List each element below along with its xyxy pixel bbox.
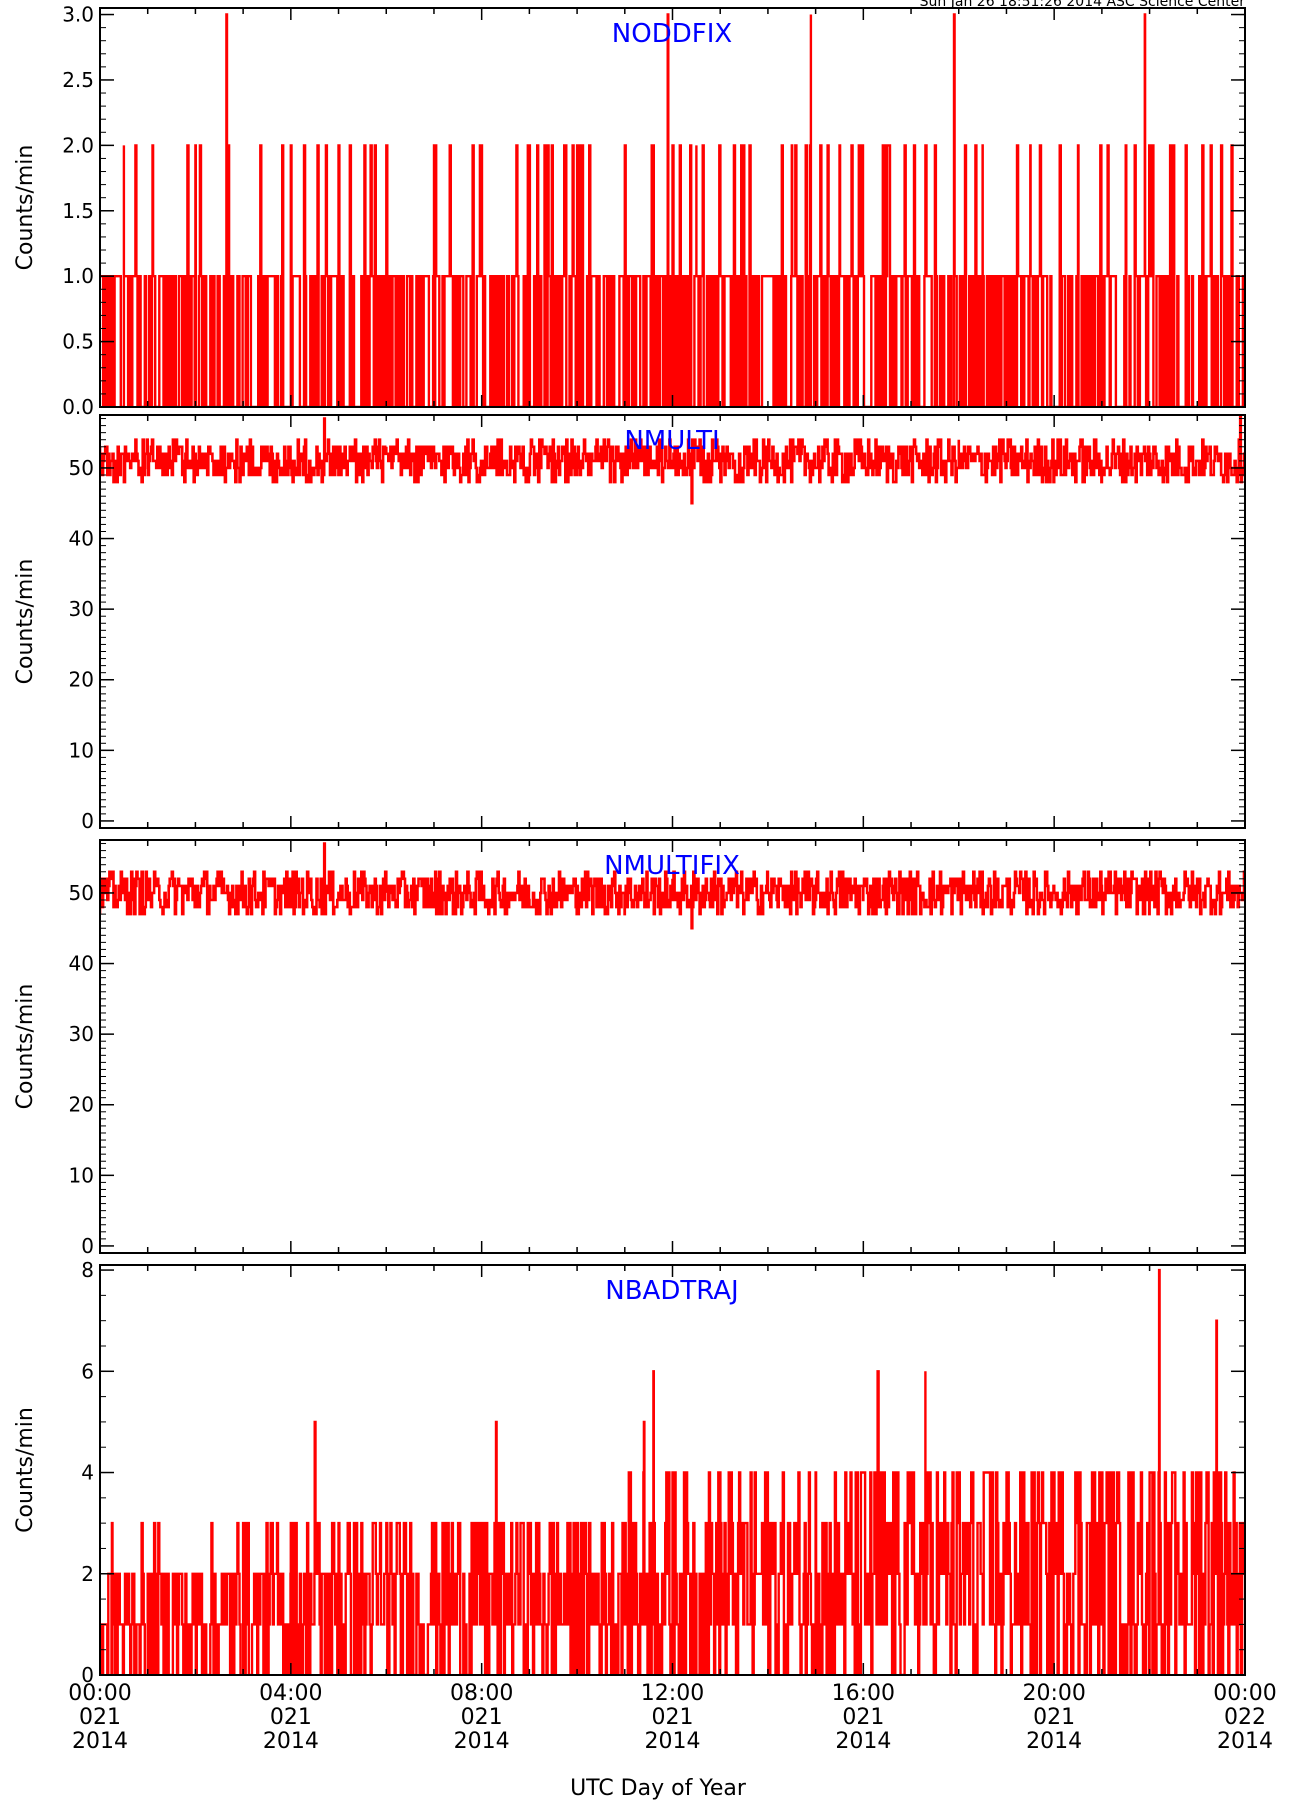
x-tick-label: 00:00 [68, 1681, 131, 1706]
y-axis-label: Counts/min [13, 984, 38, 1110]
x-tick-label: 2014 [1217, 1729, 1273, 1754]
panel-title: NBADTRAJ [605, 1276, 738, 1306]
panel-title: NMULTIFIX [604, 851, 740, 881]
x-tick-label: 08:00 [450, 1681, 513, 1706]
x-tick-label: 04:00 [259, 1681, 322, 1706]
y-tick-label: 2.0 [62, 133, 94, 157]
y-tick-label: 0.5 [62, 330, 94, 354]
panel-title: NODDFIX [612, 19, 732, 49]
chart-panel-nmultifix: 0 10 20 30 40 50 NMULTIFIX Counts/min [13, 839, 1246, 1258]
y-tick-label: 20 [69, 668, 94, 692]
chart-panel-noddfix: 0.0 0.5 1.0 1.5 2.0 2.5 3.0 NODDFIX Counts/min [13, 3, 1246, 419]
y-tick-label: 10 [69, 738, 94, 762]
x-tick-label: 00:00 [1213, 1681, 1276, 1706]
y-tick-label: 6 [81, 1359, 94, 1383]
x-tick-label: 2014 [263, 1729, 319, 1754]
y-tick-label: 1.5 [62, 199, 94, 223]
y-tick-label: 0 [81, 1663, 94, 1687]
x-tick-label: 2014 [835, 1729, 891, 1754]
x-tick-label: 022 [1224, 1705, 1266, 1730]
y-tick-label: 0 [81, 1234, 94, 1258]
y-tick-label: 2 [81, 1562, 94, 1586]
x-tick-label: 021 [1033, 1705, 1075, 1730]
header-timestamp: Sun Jan 26 18:51:26 2014 ASC Science Cen… [920, 0, 1246, 10]
y-tick-label: 0 [81, 809, 94, 833]
y-tick-label: 0.0 [62, 395, 94, 419]
x-tick-label: 16:00 [832, 1681, 895, 1706]
chart-panel-nbadtraj: 0 2 4 6 8 NBADTRAJ Counts/min [13, 1258, 1246, 1687]
panel-title: NMULTI [624, 426, 719, 456]
series-line-nmulti [100, 415, 1245, 505]
x-tick-label: 021 [79, 1705, 121, 1730]
x-tick-label: 021 [270, 1705, 312, 1730]
y-tick-label: 40 [69, 527, 94, 551]
y-tick-label: 40 [69, 952, 94, 976]
y-tick-label: 20 [69, 1093, 94, 1117]
series-line-nmultifix [100, 842, 1245, 930]
y-axis-label: Counts/min [13, 1407, 38, 1533]
y-tick-label: 4 [81, 1461, 94, 1485]
y-tick-label: 8 [81, 1258, 94, 1282]
y-tick-label: 50 [69, 881, 94, 905]
y-axis-label: Counts/min [13, 559, 38, 685]
x-tick-label: 021 [842, 1705, 884, 1730]
y-tick-label: 2.5 [62, 68, 94, 92]
series-line-nbadtraj [100, 1268, 1245, 1675]
x-tick-label: 2014 [72, 1729, 128, 1754]
y-tick-label: 30 [69, 597, 94, 621]
y-tick-label: 30 [69, 1022, 94, 1046]
x-tick-label: 021 [461, 1705, 503, 1730]
y-tick-label: 10 [69, 1163, 94, 1187]
x-tick-label: 2014 [454, 1729, 510, 1754]
x-tick-label: 2014 [645, 1729, 701, 1754]
x-axis-label: UTC Day of Year [570, 1776, 747, 1801]
x-tick-label: 021 [652, 1705, 694, 1730]
x-tick-label: 20:00 [1022, 1681, 1085, 1706]
y-tick-label: 1.0 [62, 264, 94, 288]
series-line-noddfix [100, 13, 1245, 407]
x-tick-label: 2014 [1026, 1729, 1082, 1754]
y-tick-label: 3.0 [62, 3, 94, 27]
y-axis-label: Counts/min [13, 145, 38, 271]
chart-panel-nmulti: 0 10 20 30 40 50 NMULTI Counts/min [13, 411, 1246, 833]
x-tick-label: 12:00 [641, 1681, 704, 1706]
y-tick-label: 50 [69, 456, 94, 480]
